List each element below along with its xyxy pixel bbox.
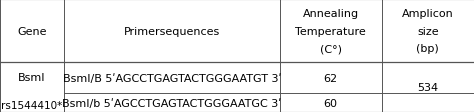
Text: Temperature: Temperature: [295, 26, 366, 36]
Text: 534: 534: [417, 82, 438, 92]
Text: 60: 60: [324, 98, 337, 108]
Text: Amplicon: Amplicon: [402, 9, 454, 19]
Text: rs1544410*: rs1544410*: [1, 100, 63, 110]
Text: BsmI/b 5ʹAGCCTGAGTACTGGGAATGC 3ʹ: BsmI/b 5ʹAGCCTGAGTACTGGGAATGC 3ʹ: [62, 98, 282, 108]
Text: (C°): (C°): [319, 44, 342, 54]
Text: BsmI/B 5ʹAGCCTGAGTACTGGGAATGT 3ʹ: BsmI/B 5ʹAGCCTGAGTACTGGGAATGT 3ʹ: [63, 73, 281, 83]
Text: size: size: [417, 26, 438, 36]
Text: Primersequences: Primersequences: [124, 26, 220, 36]
Text: BsmI: BsmI: [18, 72, 46, 82]
Text: Annealing: Annealing: [302, 9, 359, 19]
Text: Gene: Gene: [17, 26, 47, 36]
Text: 62: 62: [324, 73, 337, 83]
Text: (bp): (bp): [417, 44, 439, 54]
